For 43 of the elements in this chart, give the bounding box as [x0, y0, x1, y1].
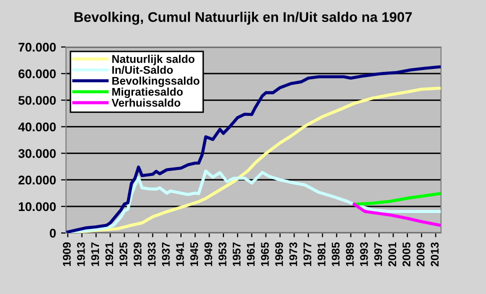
x-tick-label: 1973 — [289, 242, 298, 266]
legend-label: Bevolkingssaldo — [112, 76, 200, 88]
x-tick-label: 1949 — [204, 242, 212, 266]
x-tick-label: 1981 — [318, 242, 326, 266]
x-tick-label: 2009 — [416, 242, 425, 266]
x-tick-label: 1957 — [232, 242, 241, 266]
y-tick-label: 60.000 — [18, 69, 56, 78]
x-tick-label: 1977 — [303, 242, 312, 266]
legend-label: Migratiesaldo — [112, 88, 183, 98]
y-tick-label: 70.000 — [18, 42, 56, 52]
x-tick-label: 2013 — [430, 242, 439, 266]
x-tick-label: 1993 — [360, 242, 368, 266]
x-tick-label: 1965 — [260, 242, 269, 266]
y-tick-label: 20.000 — [18, 176, 56, 185]
x-tick-label: 1929 — [134, 242, 142, 266]
x-tick-label: 2001 — [388, 242, 396, 266]
x-tick-label: 1925 — [119, 242, 128, 266]
x-tick-label: 1969 — [275, 242, 284, 266]
x-tick-label: 1921 — [105, 242, 114, 266]
x-tick-label: 1997 — [374, 242, 382, 266]
x-tick-label: 1985 — [332, 242, 340, 266]
x-tick-label: 1961 — [246, 242, 255, 266]
y-tick-label: 10.000 — [18, 202, 56, 212]
legend-label: Verhuissaldo — [112, 98, 180, 107]
y-tick-label: 0 — [50, 228, 56, 238]
y-tick-label: 30.000 — [18, 149, 56, 158]
chart-title: Bevolking, Cumul Natuurlijk en In/Uit saldo na 1907 — [74, 12, 412, 25]
legend-label: In/Uit-Saldo — [112, 66, 173, 74]
x-tick-label: 1945 — [190, 242, 198, 266]
x-tick-label: 1917 — [91, 242, 100, 266]
x-tick-label: 1953 — [218, 242, 226, 266]
x-tick-label: 1933 — [148, 242, 156, 266]
y-tick-label: 40.000 — [18, 122, 56, 132]
legend-label: Natuurlijk saldo — [112, 54, 194, 66]
y-tick-label: 50.000 — [18, 96, 56, 105]
x-tick-label: 1913 — [77, 242, 85, 266]
x-tick-label: 2005 — [402, 242, 410, 266]
x-tick-label: 1941 — [176, 242, 184, 266]
line-series — [352, 192, 441, 206]
x-tick-label: 1937 — [162, 242, 170, 266]
x-tick-label: 1989 — [346, 242, 354, 266]
line-series — [352, 202, 441, 227]
x-tick-label: 1909 — [62, 242, 71, 266]
